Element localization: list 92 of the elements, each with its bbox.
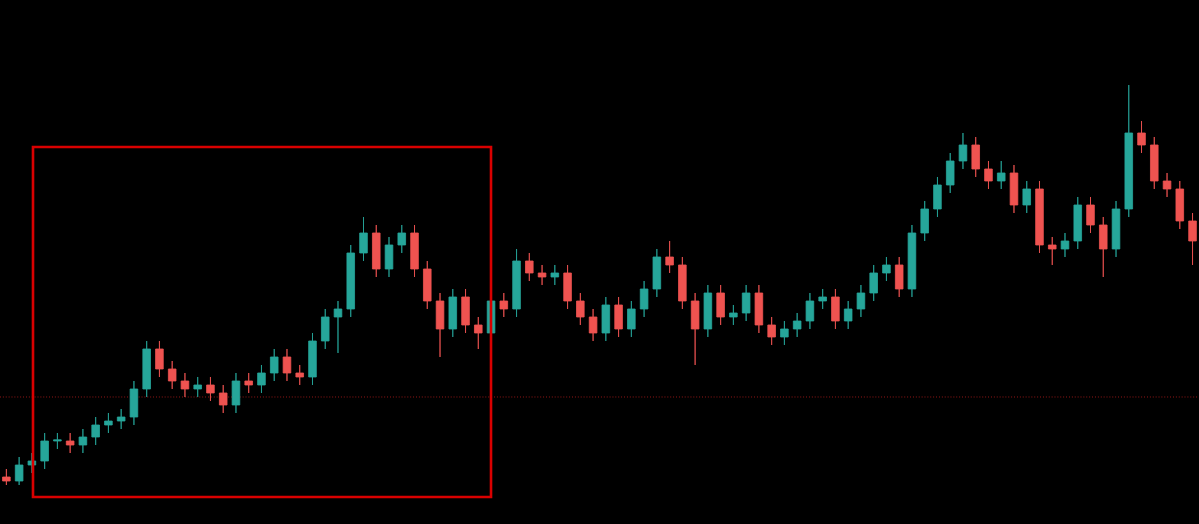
candlestick [856, 284, 866, 318]
candlestick [703, 284, 713, 338]
candlestick [818, 288, 827, 310]
candlestick [53, 432, 62, 450]
candlestick [474, 316, 483, 350]
candlestick [1022, 180, 1031, 214]
candlestick [359, 216, 368, 262]
candlestick [1048, 236, 1057, 266]
candlestick [971, 136, 980, 178]
candlestick [410, 224, 419, 278]
candlestick [206, 376, 215, 402]
candlestick [754, 284, 764, 334]
candlestick [869, 264, 878, 302]
candlestick [550, 264, 560, 286]
candlestick [435, 292, 445, 358]
candlestick [1137, 120, 1146, 154]
candlestick [461, 288, 470, 334]
candlestick [984, 160, 993, 190]
candlestick [295, 364, 304, 386]
candlestick [65, 432, 75, 454]
candlestick [537, 264, 547, 286]
candlestick [231, 372, 241, 414]
candlestick [729, 304, 738, 326]
candlestick [321, 308, 330, 350]
candlestick [627, 300, 636, 338]
candlestick [894, 256, 904, 298]
candlestick [155, 340, 164, 378]
candlestick [14, 456, 24, 486]
candlestick [193, 376, 202, 398]
candlestick [767, 316, 776, 346]
candlestick [588, 308, 598, 342]
candlestick [716, 284, 725, 326]
candlestick [167, 360, 177, 390]
candlestick [882, 256, 891, 282]
candlestick [576, 292, 585, 326]
candlestick [1086, 196, 1095, 234]
candlestick [78, 428, 88, 454]
candlestick [1009, 164, 1019, 214]
candlestick [639, 280, 649, 318]
candlestick [741, 284, 751, 322]
candlestick [269, 348, 279, 382]
candlestick [997, 160, 1006, 190]
candlestick [1150, 136, 1159, 190]
candlestick [308, 332, 317, 386]
candlestick [104, 412, 113, 434]
candlestick [397, 224, 406, 254]
candlestick [958, 132, 968, 170]
candlestick [244, 372, 253, 394]
candlestick [282, 348, 292, 382]
candlestick [690, 292, 700, 366]
candlestick [116, 408, 126, 430]
candlestick [1099, 216, 1108, 278]
candlestick [792, 312, 802, 338]
candlestick [180, 372, 190, 398]
candlestick [1111, 200, 1121, 258]
candlestick [384, 236, 394, 278]
candlestick [218, 384, 228, 414]
candlestick [563, 264, 572, 310]
candlestick [945, 152, 955, 194]
candlestick [1035, 180, 1044, 254]
candlestick [372, 224, 381, 278]
candlestick [129, 380, 139, 426]
candlestick [333, 300, 343, 354]
candlestick [346, 244, 355, 318]
candlestick [1124, 84, 1133, 218]
candlestick [142, 340, 151, 398]
candlestick [1162, 172, 1172, 198]
candlestick [933, 176, 942, 218]
candlestick [831, 288, 840, 330]
candlestick [512, 248, 521, 318]
candlestick [525, 252, 534, 282]
candlestick [499, 292, 509, 318]
candlestick [1188, 212, 1197, 266]
candlestick [1175, 180, 1185, 230]
candlestick [91, 416, 100, 446]
candlestick [780, 320, 789, 346]
candlestick [423, 260, 432, 310]
candlestick [907, 224, 917, 298]
candlestick [678, 256, 687, 310]
candlestick [2, 468, 11, 486]
candlestick [614, 296, 623, 338]
candlestick [257, 364, 266, 394]
candlestick [448, 288, 458, 338]
candlestick [652, 248, 662, 298]
candlestick [805, 292, 815, 330]
candlestick [601, 296, 611, 342]
candlestick [920, 200, 929, 242]
candlestick [1073, 196, 1082, 250]
candlestick [1060, 232, 1070, 258]
candlestick [40, 432, 49, 470]
candlestick [665, 240, 674, 274]
candlestick [843, 300, 853, 330]
